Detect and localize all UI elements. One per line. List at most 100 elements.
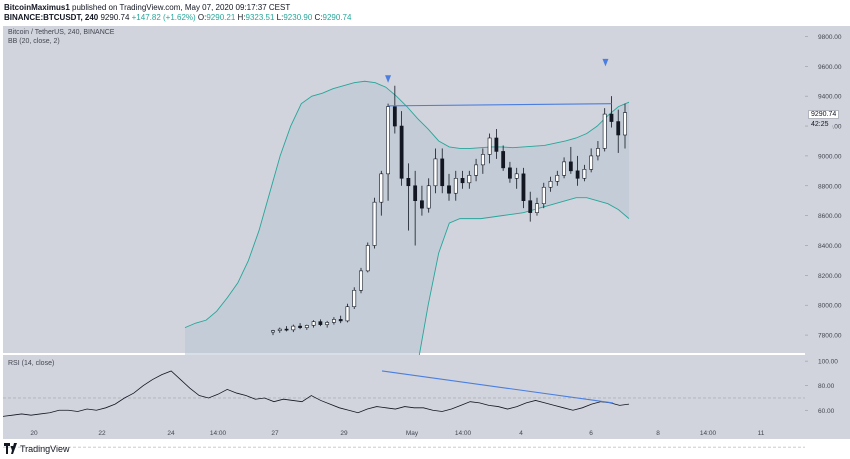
publish-line: BitcoinMaximus1 published on TradingView… [4,3,290,12]
bb-indicator-label[interactable]: BB (20, close, 2) [8,38,60,45]
candle-body [508,167,512,179]
candle-body [623,112,627,136]
ohlc-high-label: H: [237,13,246,22]
candle-body [467,175,472,184]
time-tick-label: 14:00 [210,430,227,437]
ohlc-high: 9323.51 [245,13,275,22]
candle-body [589,155,594,170]
candle-body [304,325,309,328]
time-tick-label: 8 [656,430,660,437]
candle-body [447,185,451,194]
price-tick-label: 9400.00 [818,94,842,101]
high-marker-arrow [385,75,392,83]
candle-body [541,186,546,204]
candle-body [372,201,377,246]
candle-body [535,203,539,213]
footer: TradingView [4,443,70,454]
time-tick-label: 4 [519,430,523,437]
price-axis-svg: 7800.00 8000.00 8200.00 8400.00 8600.00 8800.… [805,34,842,415]
price-tick-label: 8200.00 [818,273,842,280]
time-axis[interactable]: 20 22 24 14:00 27 29 May 14:00 4 6 8 14:00 11 [3,425,850,439]
price-tick-label: 9000.00 [818,153,842,160]
time-tick-label: 6 [589,430,593,437]
candle-body [514,173,519,179]
candle-body [386,106,390,175]
candle-body [555,175,560,182]
candle-body [271,330,275,333]
candle-body [318,321,323,325]
candle-body [521,173,526,201]
rsi-panel[interactable]: RSI (14, close) [2,355,805,448]
rsi-indicator-label[interactable]: RSI (14, close) [8,360,55,367]
published-text: published on TradingView.com, May 07, 20… [72,3,291,12]
chart-title: Bitcoin / TetherUS, 240, BINANCE [8,29,115,36]
price-axis[interactable]: 7800.00 8000.00 8200.00 8400.00 8600.00 8800.… [805,26,850,425]
price-tick-label: 8000.00 [818,303,842,310]
countdown-tag: 42:25 [808,120,832,129]
price-tick-label: 7800.00 [818,333,842,340]
candle-body [460,178,465,184]
candle-body [332,319,336,323]
candle-body [433,158,438,187]
candle-body [291,325,296,331]
tradingview-logo-icon[interactable] [4,443,17,454]
candle-body [352,289,357,308]
high-marker-arrow [602,58,609,67]
candle-body [480,154,485,166]
candle-body [359,270,363,291]
price-change: +147.82 (+1.62%) [131,13,196,22]
candle-body [345,306,350,322]
price-tick-label: 8400.00 [818,243,842,250]
candle-body [426,185,431,209]
last-price-tag: 9290.74 [808,110,840,119]
candle-body [379,173,384,203]
ohlc-low-label: L: [276,13,284,22]
candle-body [474,164,478,176]
candle-body [453,178,458,194]
price-tick-label: 8600.00 [818,213,842,220]
symbol-label: BINANCE:BTCUSDT, 240 [4,13,99,22]
candle-body [325,322,330,325]
rsi-chart-svg [2,370,805,448]
time-tick-label: 20 [30,430,38,437]
author-name[interactable]: BitcoinMaximus1 [4,3,70,12]
candle-body [311,321,316,326]
time-tick-label: May [406,430,419,437]
ohlc-close: 9290.74 [322,13,352,22]
rsi-divergence-trendline [381,370,614,404]
last-price: 9290.74 [100,13,130,22]
time-tick-label: 11 [758,430,765,437]
candle-body [277,328,282,331]
ohlc-close-label: C: [314,13,323,22]
candle-body [338,319,343,322]
symbol-line: BINANCE:BTCUSDT, 240 9290.74 +147.82 (+1… [4,13,351,22]
price-tick-label: 9600.00 [818,64,842,71]
candle-body [392,106,397,127]
price-tick-label: 8800.00 [818,183,842,190]
time-tick-label: 14:00 [700,430,717,437]
ohlc-low: 9230.90 [283,13,313,22]
price-chart-panel[interactable]: Bitcoin / TetherUS, 240, BINANCE BB (20,… [3,26,805,373]
candle-body [575,170,580,179]
time-tick-label: 24 [167,430,175,437]
price-chart-svg [184,58,630,373]
bb-upper-band [184,80,630,329]
footer-brand[interactable]: TradingView [20,443,70,454]
rsi-tick-label: 100.00 [818,359,838,366]
resistance-trendline [388,103,612,107]
bb-fill [185,81,629,373]
time-tick-label: 22 [98,430,106,437]
candle-body [487,137,492,155]
candle-body [582,169,587,179]
candle-body [413,185,418,201]
candle-body [284,328,289,331]
candle-body [568,161,573,172]
time-tick-label: 29 [340,430,348,437]
candle-body [501,151,506,169]
candle-body [596,148,600,157]
candle-body [420,200,424,209]
candle-body [548,180,553,188]
ohlc-open-label: O: [197,13,207,22]
rsi-line [2,370,630,417]
price-tick-label: 9800.00 [818,34,842,41]
